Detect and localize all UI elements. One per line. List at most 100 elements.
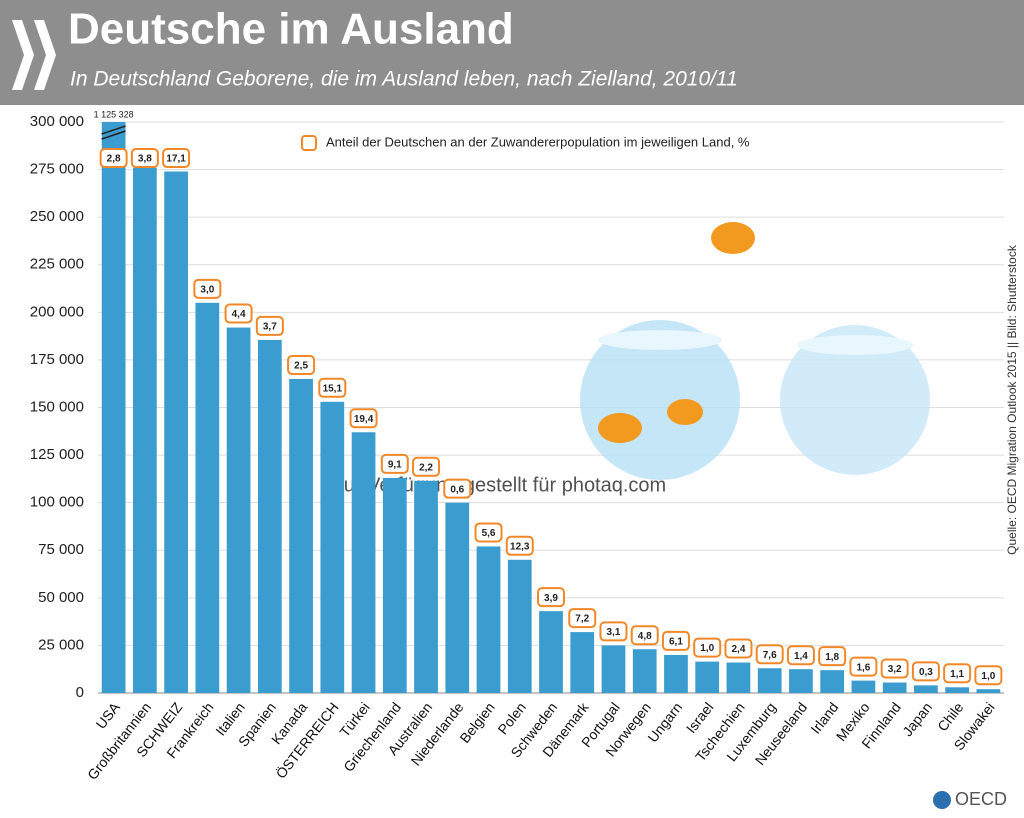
share-box [255,315,284,336]
share-label: 3,7 [263,322,277,333]
share-label: 3,1 [607,627,621,638]
share-label: 7,2 [575,614,589,625]
share-label: 1,4 [794,651,808,662]
bar [820,670,845,693]
bar [632,649,657,693]
share-box [974,665,1003,686]
share-box [849,656,878,677]
bar [195,302,220,693]
share-label: 5,6 [482,528,496,539]
share-box [380,453,409,474]
share-box [724,638,753,659]
share-label: 2,8 [107,154,121,165]
bar [351,432,376,693]
x-tick-label: Ungarn [644,699,685,745]
y-tick-label: 200 000 [30,303,84,320]
share-box [99,148,128,168]
bar [695,661,720,693]
share-label: 3,9 [544,593,558,604]
share-label: 12,3 [510,541,530,552]
y-tick-label: 150 000 [30,398,84,415]
fishbowls [580,222,930,480]
bar [601,645,626,693]
share-box [568,608,597,629]
bar [289,378,313,693]
share-box [349,408,378,429]
x-tick-label: USA [93,699,124,732]
share-box [880,658,909,679]
header-icon [12,20,56,90]
y-tick-label: 25 000 [38,636,84,653]
y-tick-label: 225 000 [30,256,84,273]
share-box [412,456,441,477]
share-label: 0,6 [450,484,464,495]
y-tick-label: 175 000 [30,351,84,368]
share-label: 2,5 [294,361,308,372]
share-box [474,522,503,543]
y-tick-label: 125 000 [30,446,84,463]
share-label: 1,0 [981,671,995,682]
share-label: 3,0 [200,284,214,295]
legend-swatch [301,135,317,151]
share-label: 3,2 [888,664,902,675]
logo: OECD [955,789,1007,809]
share-box [786,645,815,666]
bar [570,632,595,693]
bar [664,654,688,693]
legend-label: Anteil der Deutschen an der Zuwandererpo… [326,134,750,149]
share-label: 9,1 [388,460,402,471]
share-box [287,354,316,375]
share-label: 3,8 [138,154,152,165]
axis-break [101,130,126,140]
value-label: 1 125 328 [94,109,134,119]
share-box [818,646,847,667]
bar [789,669,813,693]
bar [726,662,751,693]
bar [476,546,501,693]
bar [257,339,282,693]
share-box [193,278,222,299]
share-box [537,587,565,608]
x-tick-label: Japan [899,699,935,739]
share-box [443,478,472,499]
chart-title: Deutsche im Ausland [68,5,514,54]
bar [226,327,251,693]
share-box [943,663,972,684]
bar [164,171,188,693]
share-box [661,630,690,651]
axis-break [101,125,126,135]
bar [757,668,782,693]
share-box [599,621,628,642]
share-box [318,377,347,398]
share-label: 7,6 [763,650,777,661]
y-tick-label: 275 000 [30,161,84,178]
share-label: 6,1 [669,637,683,648]
bar [914,685,938,693]
share-label: 19,4 [354,414,374,425]
bar [382,477,407,693]
bar [851,680,876,693]
share-box [224,303,253,324]
share-label: 2,4 [731,644,745,655]
share-label: 4,4 [232,309,246,320]
chart-subtitle: In Deutschland Geborene, die im Ausland … [70,68,738,91]
share-box [162,148,191,168]
bar [101,122,126,693]
bar [882,682,907,693]
share-label: 1,0 [700,643,714,654]
y-tick-label: 0 [76,684,84,701]
y-tick-label: 50 000 [38,589,84,606]
bar [320,401,345,693]
share-label: 1,8 [825,652,839,663]
bar [445,502,470,693]
share-box [693,637,722,658]
share-label: 1,1 [950,669,964,680]
share-label: 2,2 [419,462,433,473]
share-label: 0,3 [919,667,933,678]
header-band [0,0,1024,105]
share-box [755,644,784,665]
share-box [505,535,534,556]
bar [945,687,970,693]
bar [414,480,438,693]
